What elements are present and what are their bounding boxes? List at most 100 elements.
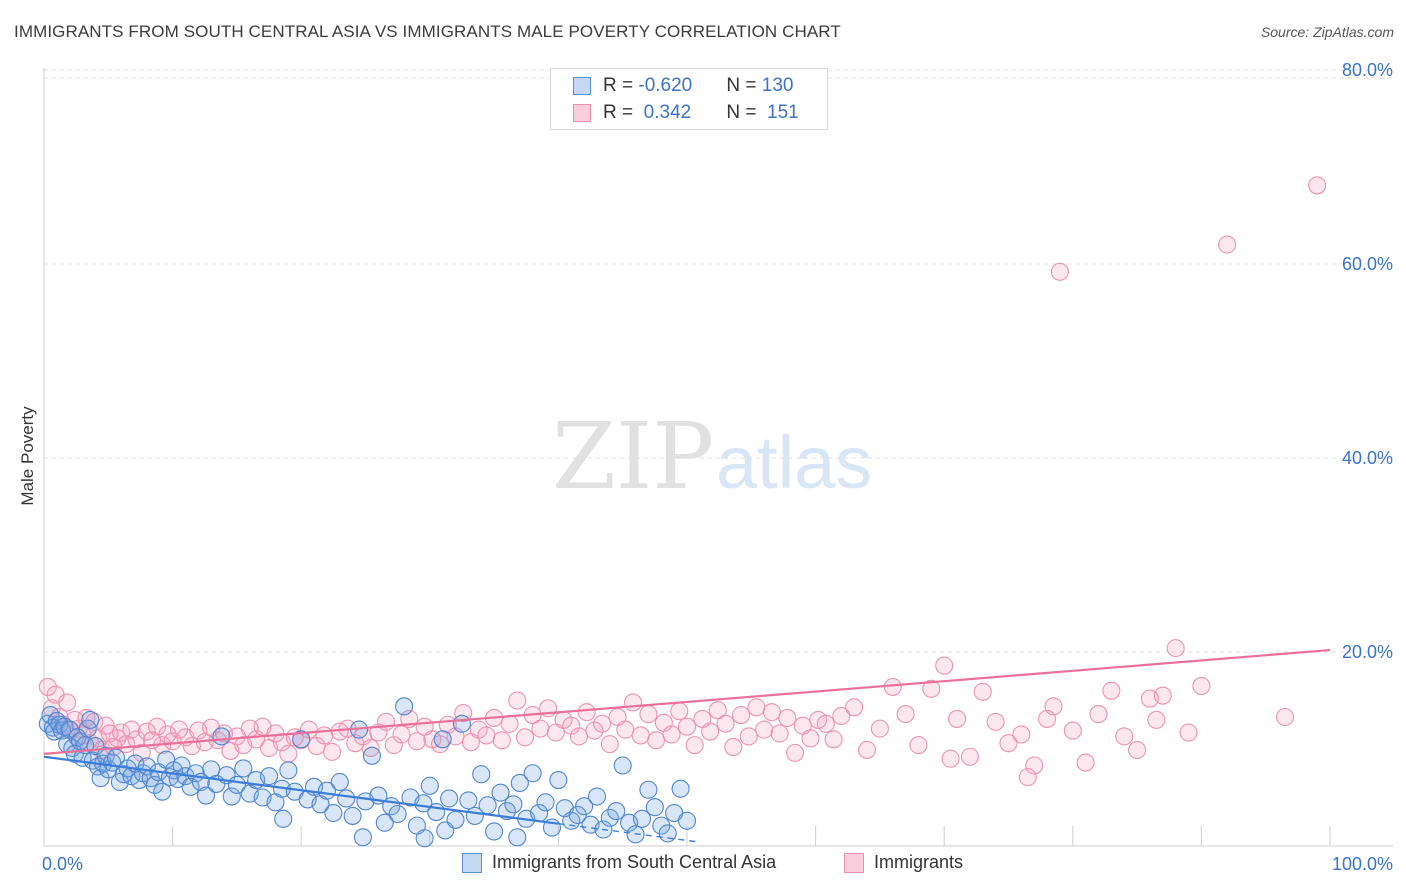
- blue-data-point: [510, 773, 529, 793]
- pink-data-point: [639, 705, 658, 724]
- pink-data-point: [941, 749, 960, 768]
- pink-data-point: [127, 730, 146, 749]
- legend-r-value: -0.620: [638, 75, 693, 96]
- pink-data-point: [1076, 753, 1095, 772]
- blue-data-point: [607, 802, 626, 821]
- pink-data-point: [515, 728, 535, 747]
- blue-trend-extension: [558, 822, 700, 843]
- pink-data-point: [670, 702, 689, 721]
- pink-data-point: [1192, 676, 1211, 696]
- legend-n-value: 151: [761, 102, 799, 123]
- blue-data-point: [343, 806, 362, 825]
- pink-data-point: [647, 731, 666, 750]
- legend-r-value: 0.342: [638, 102, 692, 123]
- tick-labels: 20.0% 40.0% 60.0% 80.0% 0.0% 100.0%: [42, 60, 1393, 874]
- pink-data-point: [832, 706, 851, 726]
- pink-data-point: [1179, 723, 1198, 742]
- pink-data-point: [1063, 721, 1082, 740]
- pink-data-point: [935, 656, 954, 675]
- legend-n-value: 130: [761, 75, 794, 96]
- legend-r-label: R =: [603, 102, 639, 123]
- blue-data-point: [330, 772, 349, 792]
- blue-data-point: [575, 797, 594, 816]
- pink-data-point: [38, 677, 57, 696]
- pink-data-point: [112, 723, 131, 742]
- pink-data-point: [724, 738, 743, 757]
- blue-data-point: [658, 824, 677, 843]
- pink-data-point: [685, 736, 704, 755]
- watermark-atlas: atlas: [716, 421, 872, 504]
- pink-data-point: [747, 698, 766, 717]
- pink-data-point: [593, 714, 612, 733]
- pink-data-point: [58, 693, 77, 712]
- pink-data-point: [1153, 686, 1172, 705]
- blue-data-point: [181, 777, 200, 796]
- x-tick-label: 0.0%: [42, 854, 83, 874]
- blue-data-point: [452, 714, 472, 733]
- x-tick-label: 100.0%: [1332, 854, 1393, 874]
- pink-data-point: [531, 719, 550, 738]
- blue-data-point: [415, 829, 434, 848]
- bottom-legend-label-blue: Immigrants from South Central Asia: [492, 852, 777, 872]
- pink-data-point: [816, 714, 835, 733]
- pink-data-point: [801, 729, 820, 748]
- blue-data-point: [60, 720, 79, 739]
- pink-data-point: [1050, 262, 1069, 281]
- pink-data-point: [577, 703, 596, 722]
- pink-data-point: [1012, 725, 1031, 744]
- blue-data-point: [497, 802, 517, 821]
- blue-data-point: [523, 764, 542, 783]
- pink-data-point: [600, 735, 619, 754]
- bottom-legend-label-pink: Immigrants: [874, 852, 964, 872]
- pink-data-point: [662, 725, 681, 744]
- watermark-zip: ZIP: [552, 403, 714, 510]
- blue-data-point: [196, 786, 216, 805]
- blue-data-point: [433, 730, 452, 749]
- pink-data-point: [986, 712, 1005, 731]
- blue-data-point: [234, 759, 253, 778]
- pink-data-point: [870, 719, 889, 738]
- pink-data-point: [1115, 727, 1134, 746]
- pink-data-point: [857, 740, 877, 760]
- pink-data-point: [361, 738, 380, 758]
- pink-data-point: [1166, 639, 1185, 658]
- blue-data-point: [478, 796, 497, 815]
- trend-lines: [43, 648, 1331, 843]
- y-tick-label: 20.0%: [1342, 642, 1393, 662]
- blue-data-point: [362, 746, 381, 765]
- blue-data-point: [440, 789, 459, 808]
- blue-data-point: [472, 765, 491, 784]
- blue-data-point: [613, 756, 632, 775]
- pink-data-point: [778, 708, 797, 728]
- y-tick-label: 60.0%: [1342, 254, 1393, 274]
- pink-data-point: [731, 705, 751, 725]
- pink-data-point: [1218, 235, 1237, 254]
- blue-data-point: [395, 697, 414, 716]
- blue-data-point: [337, 789, 356, 808]
- blue-data-point: [645, 798, 664, 817]
- blue-data-point: [375, 813, 394, 832]
- pink-data-point: [785, 743, 805, 762]
- pink-data-point: [739, 727, 758, 746]
- pink-data-point: [1044, 697, 1063, 716]
- blue-data-point: [491, 783, 510, 802]
- pink-trend-line: [43, 648, 1331, 755]
- blue-data-point: [549, 770, 568, 790]
- blue-data-point: [436, 821, 455, 840]
- pink-data-point: [909, 736, 928, 755]
- pink-data-point: [922, 679, 941, 698]
- pink-data-point: [1102, 681, 1121, 700]
- blue-series: [38, 697, 697, 848]
- legend-n-label: N =: [726, 75, 762, 96]
- y-axis-label: Male Poverty: [18, 406, 37, 506]
- blue-data-point: [420, 776, 439, 795]
- pink-data-point: [1308, 176, 1327, 195]
- blue-data-point: [81, 710, 100, 729]
- pink-data-point: [1089, 705, 1108, 724]
- pink-data-point: [770, 724, 789, 743]
- pink-data-point: [1128, 740, 1147, 760]
- legend-r-label: R =: [603, 75, 639, 96]
- pink-data-point: [616, 720, 635, 739]
- pink-data-point: [585, 721, 604, 740]
- pink-series: [38, 176, 1327, 787]
